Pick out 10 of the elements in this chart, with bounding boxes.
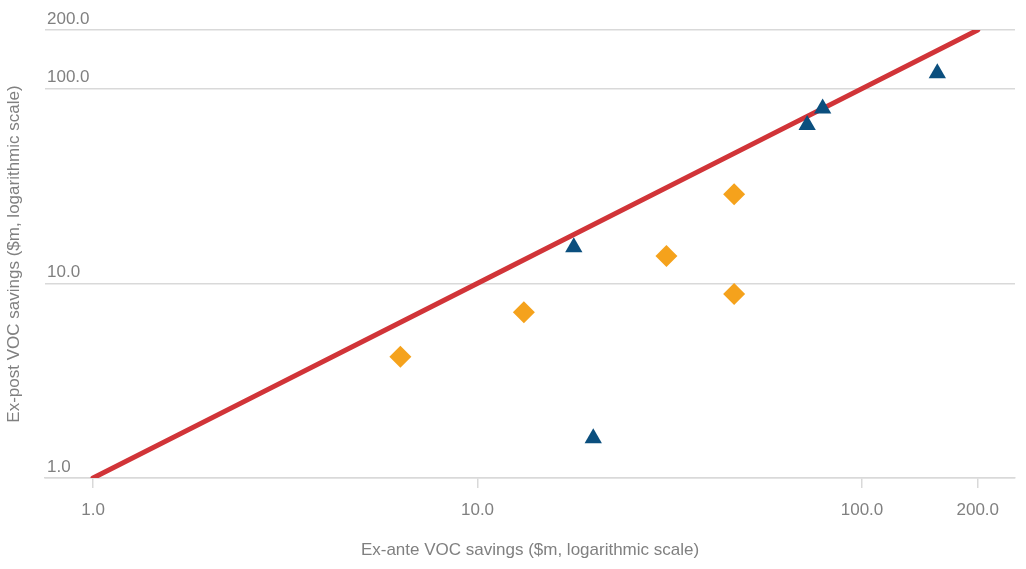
x-axis-title: Ex-ante VOC savings ($m, logarithmic scale) [360,540,700,560]
x-tick-label: 10.0 [460,499,495,519]
x-tick-label: 100.0 [840,499,884,519]
y-tick-label: 100.0 [47,67,90,87]
y-tick-label: 10.0 [47,261,81,281]
y-axis-title: Ex-post VOC savings ($m, logarithmic scale) [3,85,23,423]
x-tick-label: 200.0 [956,499,1000,519]
y-tick-label: 1.0 [47,456,71,476]
x-tick-label: 1.0 [81,499,105,519]
y-tick-label: 200.0 [47,8,90,28]
